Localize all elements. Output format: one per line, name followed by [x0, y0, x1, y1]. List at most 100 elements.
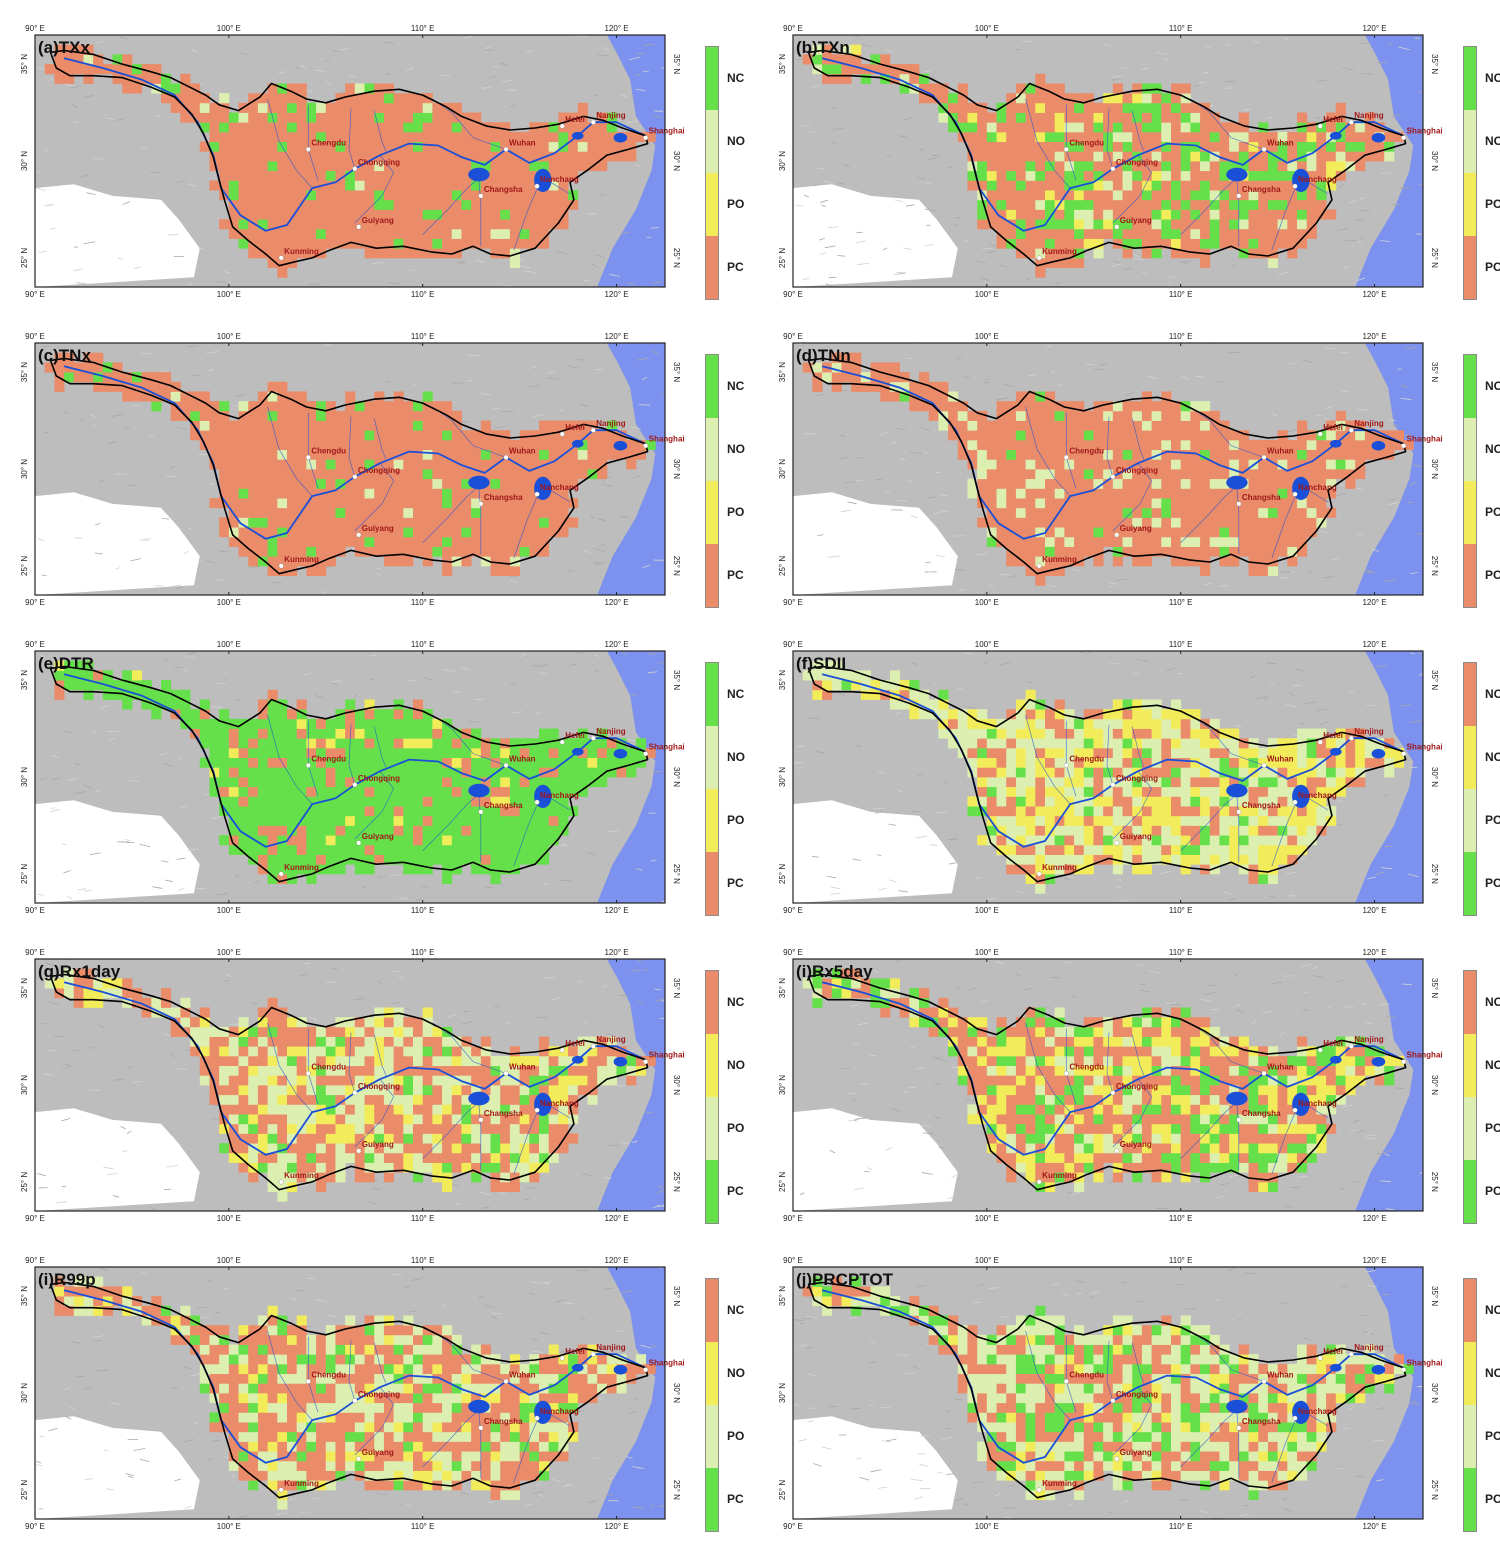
grid-cell [577, 420, 588, 431]
grid-cell [296, 1162, 307, 1173]
grid-cell [558, 498, 569, 509]
grid-cell [238, 517, 249, 528]
grid-cell [1277, 844, 1288, 855]
grid-cell [1209, 517, 1220, 528]
grid-cell [1161, 767, 1172, 778]
grid-cell [1258, 777, 1269, 788]
grid-cell [442, 1085, 453, 1096]
grid-cell [277, 439, 288, 451]
grid-cell [451, 228, 462, 239]
grid-cell [490, 478, 501, 489]
grid-cell [1267, 815, 1279, 826]
grid-cell [548, 488, 559, 499]
grid-cell [1258, 527, 1269, 538]
grid-cell [1045, 248, 1056, 259]
grid-cell [1074, 738, 1085, 749]
grid-cell [500, 556, 511, 567]
longitude-tick-label: 120° E [604, 906, 628, 915]
grid-cell [374, 180, 385, 191]
grid-cell [451, 757, 462, 768]
grid-cell [471, 507, 482, 518]
grid-cell [1103, 527, 1114, 538]
grid-cell [1306, 498, 1317, 509]
grid-cell [957, 430, 968, 441]
grid-cell [509, 1046, 521, 1057]
grid-cell [1035, 190, 1046, 201]
grid-cell [287, 459, 298, 470]
grid-cell [432, 854, 443, 865]
grid-cell [529, 747, 540, 759]
grid-cell [1180, 112, 1191, 123]
longitude-tick-label: 110° E [1169, 332, 1193, 341]
grid-cell [996, 825, 1007, 836]
grid-cell [1297, 141, 1308, 152]
grid-cell [529, 469, 540, 480]
grid-cell [403, 767, 414, 778]
grid-cell [228, 1065, 239, 1076]
grid-cell [1064, 507, 1075, 518]
grid-cell [461, 1133, 472, 1144]
grid-cell [1035, 883, 1046, 894]
legend-label: PO [1485, 504, 1500, 519]
latitude-tick-label: 25° N [778, 556, 787, 576]
legend-swatch [706, 418, 718, 481]
grid-cell [354, 219, 365, 230]
grid-cell [1287, 527, 1298, 538]
grid-cell [1316, 767, 1327, 778]
grid-cell [996, 209, 1007, 220]
grid-cell [1248, 478, 1259, 489]
city-label: Shanghai [1407, 127, 1443, 136]
grid-cell [1393, 439, 1405, 451]
grid-cell [480, 1123, 491, 1134]
grid-cell [257, 430, 269, 441]
grid-cell [1229, 835, 1240, 846]
grid-cell [909, 64, 920, 75]
grid-cell [568, 459, 579, 470]
grid-cell [957, 102, 968, 113]
grid-cell [1015, 439, 1027, 451]
grid-cell [1355, 131, 1366, 143]
grid-cell [500, 1162, 511, 1173]
grid-cell [277, 864, 288, 875]
grid-cell [403, 1143, 414, 1154]
grid-cell [1151, 102, 1162, 113]
city-label: Nanchang [1298, 175, 1337, 184]
grid-cell [296, 209, 307, 220]
map-svg: ChengduChongqingGuiyangKunmingChangshaWu… [20, 640, 685, 915]
grid-cell [490, 439, 501, 451]
grid-cell [413, 141, 424, 152]
grid-cell [509, 786, 521, 797]
grid-cell [267, 1046, 278, 1057]
grid-cell [238, 459, 249, 470]
grid-cell [986, 170, 997, 181]
grid-cell [238, 141, 249, 152]
grid-cell [1248, 777, 1259, 788]
grid-cell [451, 1055, 462, 1067]
grid-cell [451, 854, 462, 865]
grid-cell [64, 44, 75, 55]
grid-cell [325, 439, 336, 451]
legend-label: PO [1485, 196, 1500, 211]
grid-cell [316, 209, 327, 220]
grid-cell [277, 728, 288, 739]
grid-cell [1054, 825, 1065, 836]
grid-cell [1248, 873, 1259, 885]
grid-cell [364, 1104, 375, 1115]
grid-cell [558, 507, 569, 518]
grid-cell [1345, 738, 1356, 749]
grid-cell [277, 102, 288, 113]
grid-cell [490, 777, 501, 788]
grid-cell [316, 112, 327, 123]
grid-cell [529, 777, 540, 788]
grid-cell [1064, 131, 1075, 143]
grid-cell [1045, 141, 1056, 152]
grid-cell [296, 190, 307, 201]
grid-cell [257, 1017, 269, 1028]
grid-cell [364, 122, 375, 133]
grid-cell [354, 1026, 365, 1037]
grid-cell [1384, 449, 1395, 460]
grid-cell [287, 199, 298, 210]
grid-cell [403, 459, 414, 470]
grid-cell [1345, 430, 1356, 441]
grid-cell [967, 439, 978, 451]
